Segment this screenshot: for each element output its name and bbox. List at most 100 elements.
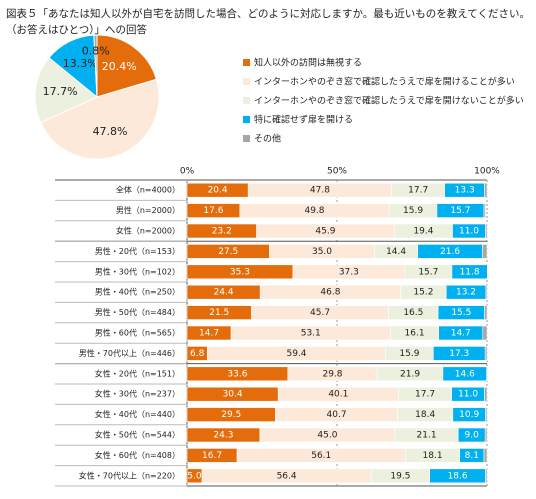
y-tick-label: 女性・60代（n=408） bbox=[95, 450, 180, 460]
y-tick-label: 女性・20代（n=151） bbox=[95, 368, 180, 378]
y-tick-label: 男性・20代（n=153） bbox=[95, 246, 180, 256]
legend-swatch bbox=[243, 97, 250, 104]
value-label: 47.8 bbox=[310, 186, 330, 196]
value-label: 19.5 bbox=[390, 471, 410, 481]
value-label: 21.1 bbox=[417, 431, 437, 441]
value-label: 24.4 bbox=[214, 288, 234, 298]
y-tick-label: 女性・30代（n=237） bbox=[95, 389, 180, 399]
value-label: 45.0 bbox=[317, 431, 337, 441]
pie-slice bbox=[34, 57, 98, 124]
bar-segment bbox=[484, 386, 488, 402]
value-label: 21.9 bbox=[400, 369, 420, 379]
value-label: 14.4 bbox=[386, 247, 406, 257]
value-label: 14.6 bbox=[455, 369, 475, 379]
legend-label: 特に確認せず扉を開ける bbox=[254, 114, 353, 126]
value-label: 35.3 bbox=[230, 267, 250, 277]
bar-segment bbox=[482, 244, 488, 259]
y-tick-label: 男性・40代（n=250） bbox=[95, 287, 180, 297]
bar-segment bbox=[482, 325, 488, 341]
value-label: 21.5 bbox=[209, 308, 229, 318]
value-label: 46.8 bbox=[320, 288, 340, 298]
value-label: 30.4 bbox=[223, 390, 243, 400]
value-label: 18.4 bbox=[415, 410, 435, 420]
value-label: 6.8 bbox=[190, 349, 205, 359]
bar-segment bbox=[485, 407, 488, 422]
bar-segment bbox=[485, 284, 488, 300]
legend-swatch bbox=[243, 116, 250, 123]
value-label: 15.7 bbox=[418, 267, 438, 277]
legend-swatch bbox=[243, 78, 250, 85]
value-label: 35.0 bbox=[312, 247, 332, 257]
pie-label: 0.8% bbox=[82, 44, 110, 57]
value-label: 21.6 bbox=[440, 247, 460, 257]
value-label: 23.2 bbox=[212, 227, 232, 237]
y-tick-label: 女性・40代（n=440） bbox=[95, 409, 180, 419]
value-label: 11.0 bbox=[459, 227, 479, 237]
value-label: 37.3 bbox=[339, 267, 359, 277]
chart-title: 図表５「あなたは知人以外が自宅を訪問した場合、どのように対応しますか。最も近いも… bbox=[6, 8, 530, 36]
pie-label: 47.8% bbox=[93, 125, 128, 138]
pie-slice bbox=[93, 34, 98, 98]
value-label: 16.5 bbox=[403, 308, 423, 318]
x-tick-label: 50% bbox=[327, 167, 347, 177]
value-label: 27.5 bbox=[218, 247, 238, 257]
y-tick-label: 男性・30代（n=102） bbox=[95, 266, 180, 276]
bar-segment bbox=[484, 346, 488, 361]
value-label: 17.7 bbox=[415, 390, 435, 400]
pie-slice bbox=[39, 78, 160, 160]
value-label: 15.5 bbox=[451, 308, 471, 318]
value-label: 15.9 bbox=[403, 206, 423, 216]
pie-label: 13.3% bbox=[63, 57, 98, 70]
y-tick-label: 男性（n=2000） bbox=[116, 205, 180, 215]
pie-label: 17.7% bbox=[43, 85, 78, 98]
value-label: 59.4 bbox=[286, 349, 306, 359]
value-label: 9.0 bbox=[465, 431, 480, 441]
value-label: 18.6 bbox=[448, 471, 468, 481]
value-label: 15.9 bbox=[399, 349, 419, 359]
value-label: 40.7 bbox=[327, 410, 347, 420]
bar-segment bbox=[484, 305, 488, 320]
value-label: 49.8 bbox=[304, 206, 324, 216]
value-label: 33.6 bbox=[227, 369, 247, 379]
x-tick-label: 0% bbox=[180, 167, 195, 177]
value-label: 13.2 bbox=[456, 288, 476, 298]
value-label: 20.4 bbox=[208, 186, 228, 196]
bar-segment bbox=[485, 468, 488, 484]
value-label: 14.7 bbox=[199, 329, 219, 339]
value-label: 53.1 bbox=[301, 329, 321, 339]
bar-segment bbox=[484, 182, 488, 198]
value-label: 45.7 bbox=[310, 308, 330, 318]
value-label: 45.9 bbox=[315, 227, 335, 237]
value-label: 5.0 bbox=[187, 471, 202, 481]
y-tick-label: 女性・70代以上（n=220） bbox=[79, 470, 180, 480]
legend-swatch bbox=[243, 135, 250, 142]
value-label: 16.1 bbox=[405, 329, 425, 339]
bar-segment bbox=[485, 223, 488, 239]
legend-label: 知人以外の訪問は無視する bbox=[254, 57, 362, 69]
x-tick-label: 100% bbox=[474, 167, 500, 177]
y-tick-label: 女性（n=2000） bbox=[116, 226, 180, 236]
value-label: 10.9 bbox=[459, 410, 479, 420]
value-label: 18.1 bbox=[423, 451, 443, 461]
pie-slice bbox=[96, 34, 158, 98]
value-label: 15.2 bbox=[413, 288, 433, 298]
value-label: 11.0 bbox=[458, 390, 478, 400]
value-label: 56.1 bbox=[311, 451, 331, 461]
value-label: 13.3 bbox=[455, 186, 475, 196]
value-label: 17.7 bbox=[408, 186, 428, 196]
bar-segment bbox=[483, 448, 488, 463]
value-label: 29.8 bbox=[322, 369, 342, 379]
value-label: 8.1 bbox=[465, 451, 479, 461]
value-label: 29.5 bbox=[221, 410, 241, 420]
value-label: 40.1 bbox=[328, 390, 348, 400]
bar-segment bbox=[484, 427, 488, 443]
value-label: 19.4 bbox=[413, 227, 433, 237]
value-label: 17.6 bbox=[203, 206, 223, 216]
y-tick-label: 男性・50代（n=484） bbox=[95, 307, 180, 317]
value-label: 16.7 bbox=[202, 451, 222, 461]
legend-swatch bbox=[243, 59, 250, 66]
legend-label: その他 bbox=[254, 133, 281, 145]
y-tick-label: 男性・70代以上（n=446） bbox=[79, 348, 180, 358]
